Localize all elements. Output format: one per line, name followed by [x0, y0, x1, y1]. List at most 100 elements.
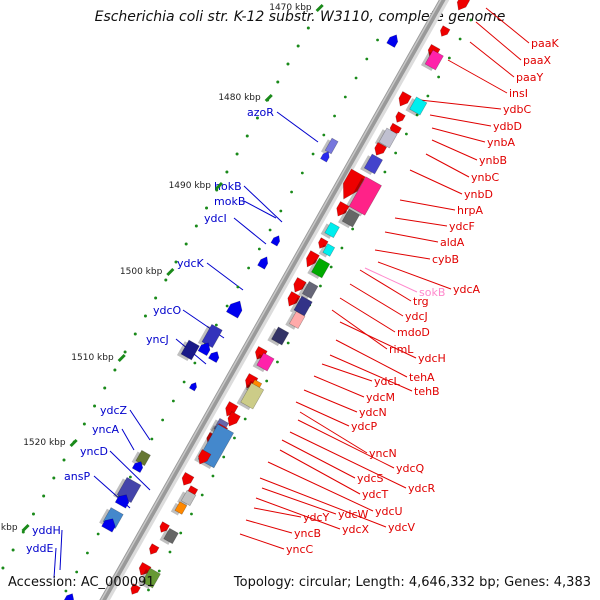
reverse-feature [336, 201, 350, 217]
forward-feature [257, 256, 269, 270]
gene-label: mdoD [397, 326, 430, 339]
reverse-feature [285, 311, 306, 330]
reverse-feature [225, 401, 239, 417]
minor-tick [437, 75, 441, 79]
minor-tick [306, 26, 310, 30]
reverse-feature [345, 176, 382, 217]
minor-tick [215, 188, 219, 192]
tick-label: 1470 kbp [269, 3, 312, 13]
tick-label: 1510 kbp [71, 353, 114, 363]
gene-label: ynbC [471, 171, 499, 184]
minor-tick [447, 56, 451, 60]
reverse-feature [342, 168, 366, 200]
gene-label: rimL [389, 343, 414, 356]
gene-leader [303, 389, 358, 413]
minor-tick [1, 566, 5, 570]
reverse-feature [456, 0, 471, 11]
reverse-feature [318, 243, 336, 258]
gene-leader [475, 21, 522, 61]
tick-mark [117, 353, 126, 363]
gene-leader [339, 297, 396, 333]
gene-leader [339, 321, 417, 359]
gene-leader [335, 339, 408, 378]
gene-label: tehB [414, 385, 440, 398]
minor-tick [222, 455, 226, 459]
gene-label: ydcL [374, 375, 401, 388]
gene-label: ydcJ [405, 310, 428, 323]
minor-tick [143, 314, 147, 318]
minor-tick [150, 437, 154, 441]
gene-label: ydcN [359, 406, 387, 419]
forward-feature [386, 34, 399, 48]
minor-tick [426, 94, 430, 98]
minor-tick [205, 206, 209, 210]
gene-label: ynbA [487, 136, 515, 149]
minor-tick [164, 278, 168, 282]
minor-tick [233, 436, 236, 440]
reverse-feature [159, 527, 179, 545]
gene-leader [295, 401, 350, 427]
gene-leader [321, 363, 373, 382]
minor-tick [75, 570, 79, 574]
gene-leader [429, 114, 492, 127]
minor-tick [376, 38, 379, 42]
minor-tick [290, 190, 293, 194]
minor-tick [193, 361, 197, 365]
gene-label: trg [413, 295, 429, 308]
minor-tick [340, 246, 344, 250]
reverse-feature [138, 567, 161, 590]
gene-leader [259, 477, 387, 528]
gene-label: azoR [247, 106, 274, 119]
gene-leader [59, 529, 63, 571]
minor-tick [179, 531, 183, 535]
reverse-feature [420, 49, 444, 72]
gene-label: hrpA [457, 204, 483, 217]
gene-leader [297, 419, 395, 469]
gene-label: yncJ [146, 333, 169, 346]
minor-tick [333, 114, 336, 118]
gene-label: tehA [409, 371, 435, 384]
minor-tick [266, 98, 270, 102]
gene-label: ydcU [375, 505, 403, 518]
gene-leader [245, 519, 293, 534]
gene-label: ydcP [351, 420, 378, 433]
reverse-feature [338, 208, 360, 229]
minor-tick [64, 589, 68, 593]
gene-leader [384, 231, 439, 243]
reverse-feature [252, 352, 275, 373]
minor-tick [296, 44, 300, 48]
tick-label: 1530 kbp [0, 523, 18, 533]
minor-tick [171, 399, 175, 403]
minor-tick [311, 152, 315, 156]
reverse-feature [198, 449, 212, 465]
gene-leader [394, 217, 448, 227]
minor-tick [415, 113, 419, 117]
minor-tick [214, 323, 218, 327]
gene-label: ydcK [177, 257, 205, 270]
gene-label: sokB [419, 286, 445, 299]
forward-feature [176, 339, 200, 362]
gene-leader [206, 262, 244, 291]
minor-tick [245, 134, 249, 138]
reverse-feature [307, 257, 331, 280]
forward-feature [197, 342, 211, 357]
reverse-feature [130, 583, 141, 595]
gene-leader [409, 169, 463, 195]
reverse-feature [374, 141, 388, 156]
gene-label: yncD [80, 445, 108, 458]
reverse-feature [236, 382, 265, 411]
minor-tick [21, 530, 25, 534]
minor-tick [200, 493, 204, 497]
reverse-feature [293, 277, 307, 293]
forward-feature [208, 351, 220, 363]
gene-leader [276, 111, 319, 143]
minor-tick [255, 116, 259, 120]
gene-label: ydcH [418, 352, 446, 365]
gene-leader [313, 375, 365, 398]
minor-tick [383, 170, 387, 174]
minor-tick [247, 266, 250, 270]
minor-tick [11, 548, 15, 552]
gene-leader [267, 461, 374, 512]
minor-tick [322, 133, 326, 137]
gene-leader [279, 449, 361, 495]
